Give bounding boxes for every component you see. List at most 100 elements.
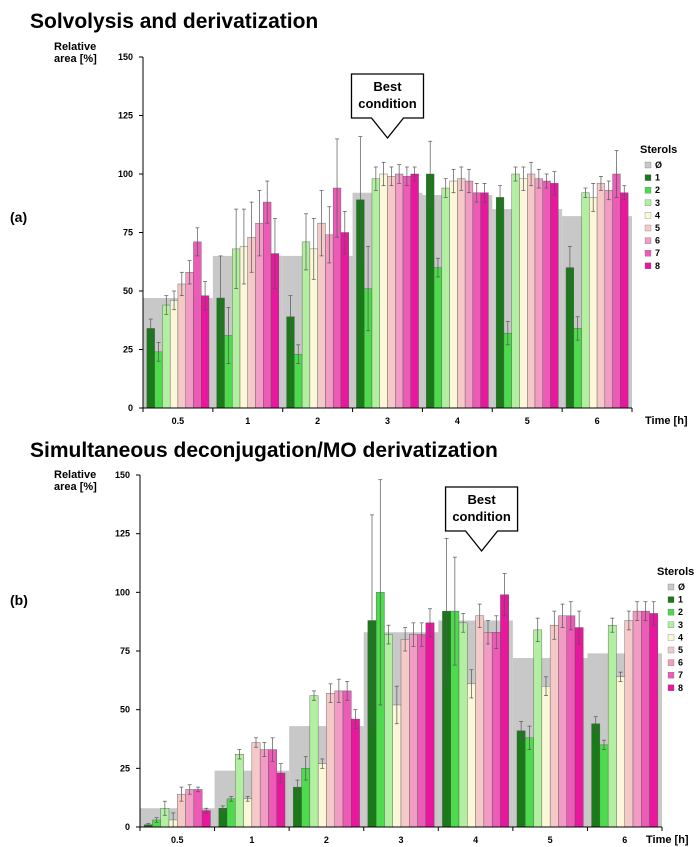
bar-sterol-3-6	[581, 192, 590, 409]
bar-sterol-5-5	[549, 624, 559, 828]
bar-sterol-5-1	[251, 742, 261, 828]
y-tick-label: 50	[120, 705, 130, 715]
x-tick-label: 0.5	[172, 416, 185, 426]
bar-sterol-3-3	[371, 178, 380, 409]
callout-text: condition	[452, 509, 511, 524]
legend-swatch-6	[644, 237, 652, 244]
bar-sterol-2-6	[599, 744, 609, 828]
bar-sterol-3-0.5	[162, 304, 171, 409]
bar-sterol-4-5	[519, 178, 528, 409]
legend-label: 4	[678, 632, 683, 642]
bar-sterol-7-5	[542, 180, 551, 409]
bar-sterol-6-3	[395, 173, 404, 409]
legend-swatch-3	[644, 199, 652, 206]
legend-label: Ø	[655, 160, 662, 170]
x-tick-label: 6	[595, 416, 600, 426]
bar-sterol-7-0.5	[193, 241, 202, 409]
bar-sterol-7-4	[472, 192, 481, 409]
x-axis-label: Time [h]	[646, 834, 689, 846]
bar-sterol-5-4	[457, 178, 466, 409]
legend-label: 3	[655, 198, 660, 208]
chart-title: Simultaneous deconjugation/MO derivatiza…	[30, 439, 498, 462]
y-axis-label: area [%]	[54, 481, 97, 493]
bar-sterol-6-6	[632, 610, 642, 828]
callout-text: Best	[467, 492, 496, 507]
bar-sterol-6-4	[464, 180, 474, 409]
bar-sterol-5-5	[527, 173, 536, 409]
chart-panel-a: Solvolysis and derivatization (a) Relative…	[10, 10, 688, 427]
y-tick-label: 150	[115, 470, 130, 480]
y-axis-label: area [%]	[54, 53, 97, 65]
bar-sterol-8-6	[620, 192, 629, 409]
legend-label: 7	[678, 670, 683, 680]
bar-sterol-8-5	[550, 183, 559, 409]
x-tick-label: 1	[249, 835, 254, 845]
x-tick-label: 1	[245, 416, 250, 426]
callout-text: condition	[358, 96, 417, 111]
bar-sterol-7-0.5	[193, 789, 203, 828]
legend-swatch-6	[667, 659, 675, 666]
bar-sterol-8-3	[425, 622, 435, 828]
bar-sterol-2-4	[433, 267, 443, 409]
bar-sterol-8-2	[351, 718, 360, 828]
x-tick-label: 2	[324, 835, 329, 845]
bar-sterol-5-6	[596, 183, 606, 409]
bar-sterol-6-0.5	[185, 272, 194, 409]
y-tick-label: 75	[120, 646, 130, 656]
y-tick-label: 0	[125, 822, 130, 832]
bar-sterol-1-0.5	[146, 328, 155, 409]
bar-sterol-7-3	[402, 176, 411, 409]
x-tick-label: 6	[622, 835, 627, 845]
bar-sterol-1-1	[218, 808, 228, 828]
bar-sterol-5-3	[400, 639, 410, 828]
y-tick-label: 150	[118, 52, 133, 62]
bar-sterol-4-2	[317, 763, 327, 828]
legend-label: 6	[678, 658, 683, 668]
bar-sterol-7-4	[491, 632, 501, 828]
legend-label: 2	[655, 185, 660, 195]
bar-sterol-7-6	[612, 173, 621, 409]
legend-swatch-3	[667, 621, 675, 628]
bar-sterol-3-2	[309, 695, 319, 828]
bar-sterol-3-5	[511, 173, 520, 409]
x-tick-label: 4	[473, 835, 478, 845]
legend-swatch-7	[644, 250, 652, 257]
bar-sterol-7-5	[566, 615, 576, 828]
bar-sterol-1-5	[516, 730, 526, 828]
bar-sterol-6-4	[483, 632, 493, 828]
legend-swatch-5	[667, 646, 675, 654]
x-tick-label: 5	[525, 416, 530, 426]
legend-label: 4	[655, 210, 660, 220]
best-condition-callout	[350, 73, 425, 140]
y-tick-label: 100	[115, 587, 130, 597]
chart-panel-b: Simultaneous deconjugation/MO derivatiza…	[10, 439, 694, 846]
y-tick-label: 125	[115, 529, 130, 539]
y-tick-label: 75	[123, 228, 133, 238]
legend-swatch-8	[644, 262, 652, 269]
bar-sterol-4-4	[467, 683, 476, 828]
legend-swatch-0	[667, 583, 675, 591]
legend-title: Sterols	[657, 566, 694, 578]
legend-label: 5	[678, 645, 683, 655]
legend-swatch-7	[667, 672, 675, 679]
bar-sterol-1-4	[426, 173, 435, 409]
legend-swatch-1	[667, 596, 675, 603]
legend-swatch-4	[644, 212, 652, 219]
y-axis-label: Relative	[54, 41, 96, 53]
bar-sterol-6-2	[334, 690, 344, 828]
bar-sterol-8-4	[480, 192, 489, 409]
y-tick-label: 0	[128, 403, 133, 413]
x-tick-label: 3	[385, 416, 390, 426]
legend-swatch-0	[644, 161, 652, 169]
bar-sterol-4-4	[449, 180, 458, 409]
bar-sterol-2-5	[525, 737, 534, 828]
bar-sterol-4-0.5	[169, 300, 179, 409]
panel-label: (b)	[10, 592, 28, 608]
y-axis-label: Relative	[54, 469, 96, 481]
x-axis-label: Time [h]	[645, 415, 688, 427]
callout-text: Best	[373, 79, 402, 94]
x-tick-label: 4	[455, 416, 460, 426]
legend-swatch-5	[644, 224, 652, 232]
bar-sterol-3-4	[458, 622, 468, 828]
